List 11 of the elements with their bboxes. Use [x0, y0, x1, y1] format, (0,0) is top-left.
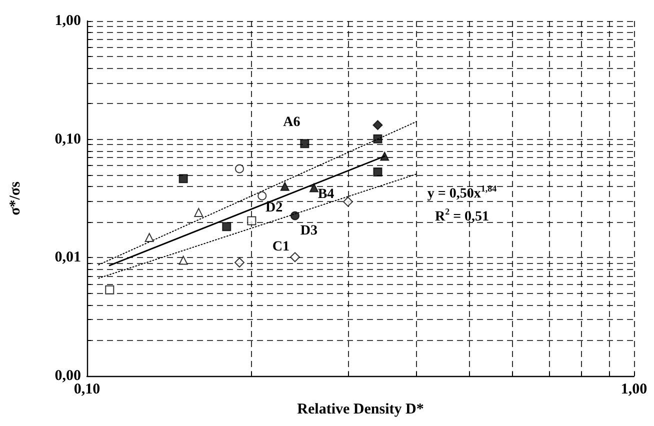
x-axis-title: Relative Density D*: [297, 401, 424, 418]
y-tick-label: 0,01: [54, 250, 81, 266]
annotation: A6: [283, 115, 300, 130]
annotation: D3: [300, 223, 318, 238]
y-tick-label: 0,10: [54, 131, 81, 148]
y-tick-label: 1,00: [54, 13, 81, 29]
annotation: C1: [272, 240, 290, 255]
y-tick-label: 0,00: [54, 368, 81, 384]
y-axis-title: σ*/σs: [8, 181, 24, 216]
annotation: D2: [266, 200, 283, 216]
annotation: B4: [318, 187, 334, 202]
